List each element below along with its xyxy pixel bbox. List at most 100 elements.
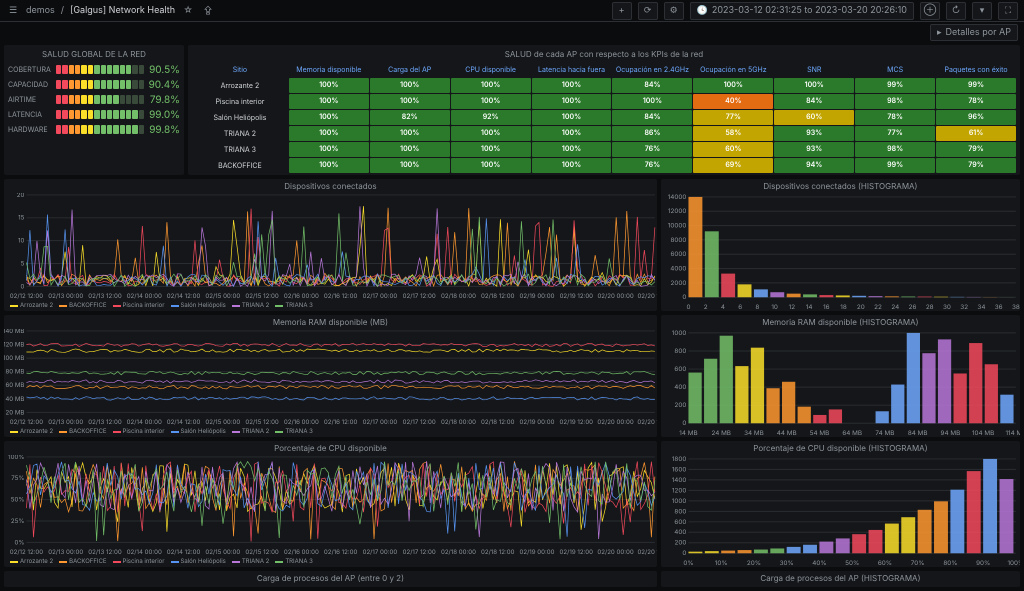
table-cell: 100% [774, 78, 854, 93]
gauge-bar [56, 80, 144, 89]
svg-text:02/20 00:00: 02/20 00:00 [597, 293, 633, 300]
svg-text:24: 24 [891, 304, 899, 311]
table-cell: 100% [451, 94, 531, 109]
legend-item[interactable]: TRIANA 2 [232, 558, 270, 565]
star-icon[interactable]: ☆ [181, 4, 195, 18]
variable-selector[interactable]: ▸ Detalles por AP [930, 24, 1018, 41]
legend-item[interactable]: TRIANA 2 [232, 302, 270, 309]
svg-text:02/18 00:00: 02/18 00:00 [441, 419, 476, 426]
svg-text:600: 600 [674, 519, 686, 526]
table-cell: 79% [936, 158, 1016, 173]
refresh-button[interactable]: ↻ [946, 2, 966, 20]
legend-item[interactable]: Arrozante 2 [10, 302, 53, 309]
svg-text:28: 28 [926, 304, 934, 311]
table-row-label[interactable]: Salón Heliópolis [192, 110, 288, 125]
svg-text:02/12 12:00: 02/12 12:00 [10, 549, 44, 556]
add-panel-button[interactable]: + [612, 2, 632, 20]
gauge-value: 90.4% [148, 79, 180, 91]
table-header[interactable]: CPU disponible [451, 62, 531, 77]
chart-panel: Dispositivos conectados0510152002/12 12:… [4, 179, 657, 311]
svg-text:02/15 00:00: 02/15 00:00 [205, 549, 240, 556]
legend-item[interactable]: Arrozante 2 [10, 558, 53, 565]
table-header[interactable]: SNR [774, 62, 854, 77]
svg-text:02/20 00:00: 02/20 00:00 [597, 419, 634, 426]
legend-item[interactable]: Arrozante 2 [10, 428, 53, 435]
table-cell: 94% [774, 158, 854, 173]
table-cell: 100% [370, 142, 450, 157]
table-cell: 100% [532, 94, 612, 109]
svg-text:02/15 12:00: 02/15 12:00 [245, 549, 279, 556]
legend-item[interactable]: TRIANA 3 [275, 558, 313, 565]
svg-text:0%: 0% [683, 560, 693, 567]
svg-text:12000: 12000 [668, 208, 687, 215]
svg-text:54 MB: 54 MB [810, 430, 830, 437]
chart-legend: Arrozante 2 BACKOFFICE Piscina interior Sal… [4, 556, 657, 567]
chart-panel: Carga de procesos del AP (entre 0 y 2) [4, 571, 657, 587]
table-row-label[interactable]: TRIANA 2 [192, 126, 288, 141]
menu-icon[interactable]: ☰ [6, 4, 20, 18]
table-header[interactable]: Ocupación en 2.4GHz [612, 62, 692, 77]
breadcrumb-page[interactable]: [Galgus] Network Health [70, 5, 175, 16]
time-range-text: 2023-03-12 02:31:25 to 2023-03-20 20:26:… [712, 5, 907, 16]
svg-text:02/20 12:00: 02/20 12:00 [637, 293, 656, 300]
legend-item[interactable]: Piscina interior [113, 558, 165, 565]
legend-item[interactable]: TRIANA 3 [275, 302, 313, 309]
table-row-label[interactable]: BACKOFFICE [192, 158, 288, 173]
svg-text:64 MB: 64 MB [842, 430, 862, 437]
svg-text:20: 20 [857, 304, 865, 311]
svg-text:0: 0 [686, 304, 690, 311]
legend-item[interactable]: Salón Heliópolis [171, 558, 226, 565]
table-cell: 100% [532, 158, 612, 173]
svg-text:02/13 00:00: 02/13 00:00 [48, 419, 83, 426]
settings-icon[interactable]: ⚙ [664, 2, 684, 20]
svg-text:5: 5 [21, 261, 25, 268]
legend-item[interactable]: Piscina interior [113, 302, 165, 309]
table-cell: 96% [936, 110, 1016, 125]
svg-text:02/13 00:00: 02/13 00:00 [48, 549, 83, 556]
chart-title: Carga de procesos del AP (HISTOGRAMA) [661, 571, 1020, 585]
refresh-interval-button[interactable]: ▾ [972, 2, 992, 20]
legend-item[interactable]: BACKOFFICE [59, 428, 106, 435]
table-header[interactable]: Paquetes con éxito [936, 62, 1016, 77]
table-cell: 100% [532, 142, 612, 157]
time-range-picker[interactable]: 🕓 2023-03-12 02:31:25 to 2023-03-20 20:2… [690, 2, 914, 20]
svg-text:2000: 2000 [670, 280, 686, 287]
legend-item[interactable]: TRIANA 3 [275, 428, 313, 435]
table-header[interactable]: Latencia hacia fuera [532, 62, 612, 77]
table-header[interactable]: Memoria disponible [289, 62, 369, 77]
svg-text:84 MB: 84 MB [908, 430, 928, 437]
table-cell: 100% [289, 142, 369, 157]
share-icon[interactable]: ⇪ [201, 4, 215, 18]
table-row-label[interactable]: Piscina interior [192, 94, 288, 109]
legend-item[interactable]: Salón Heliópolis [171, 302, 226, 309]
table-cell: 77% [855, 126, 935, 141]
svg-text:100%: 100% [8, 455, 24, 461]
legend-item[interactable]: BACKOFFICE [59, 302, 106, 309]
svg-text:40 MB: 40 MB [5, 396, 24, 403]
expand-icon[interactable]: ⛶ [998, 2, 1018, 20]
gauge-row: LATENCIA 99.0% [8, 107, 180, 122]
legend-item[interactable]: Piscina interior [113, 428, 165, 435]
table-cell: 100% [451, 126, 531, 141]
gauge-bar [56, 110, 144, 119]
zoom-out-button[interactable]: ⊕ [920, 2, 940, 20]
svg-text:800: 800 [674, 348, 686, 355]
legend-item[interactable]: Salón Heliópolis [171, 428, 226, 435]
table-row-label[interactable]: TRIANA 3 [192, 142, 288, 157]
table-row-label[interactable]: Arrozante 2 [192, 78, 288, 93]
cycle-button[interactable]: ⟳ [638, 2, 658, 20]
breadcrumb-root[interactable]: demos [26, 5, 55, 16]
svg-text:90%: 90% [976, 560, 990, 567]
table-header[interactable]: Carga del AP [370, 62, 450, 77]
table-header[interactable]: Sitio [192, 62, 288, 77]
legend-item[interactable]: BACKOFFICE [59, 558, 106, 565]
table-header[interactable]: MCS [855, 62, 935, 77]
gauge-value: 99.0% [148, 109, 180, 121]
legend-item[interactable]: TRIANA 2 [232, 428, 270, 435]
table-cell: 100% [612, 94, 692, 109]
table-cell: 93% [774, 142, 854, 157]
table-cell: 92% [451, 110, 531, 125]
table-header[interactable]: Ocupación en 5GHz [693, 62, 773, 77]
svg-text:38: 38 [1012, 304, 1020, 311]
gauges-title: SALUD GLOBAL DE LA RED [8, 47, 180, 62]
